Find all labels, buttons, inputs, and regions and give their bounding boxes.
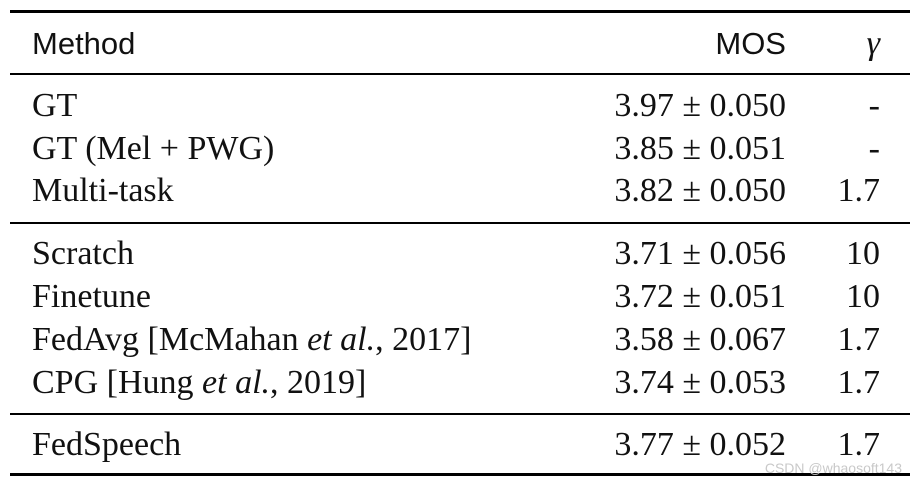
- row-method-text: CPG [Hung: [32, 364, 203, 401]
- row-method: FedSpeech: [32, 426, 182, 463]
- row-method-citation: , 2017]: [375, 321, 472, 358]
- row-method: Multi-task: [32, 172, 174, 209]
- table-row: Scratch 3.71 ± 0.056 10: [10, 232, 910, 276]
- row-gamma: 10: [846, 235, 880, 272]
- row-mos: 3.58 ± 0.067: [614, 321, 786, 358]
- row-mos: 3.72 ± 0.051: [614, 278, 786, 315]
- row-mos: 3.97 ± 0.050: [614, 87, 786, 124]
- row-method-italic: et al.: [307, 321, 376, 358]
- row-mos: 3.85 ± 0.051: [614, 130, 786, 167]
- row-gamma: -: [868, 87, 880, 124]
- row-method: Finetune: [32, 278, 151, 315]
- row-mos: 3.82 ± 0.050: [614, 172, 786, 209]
- row-mos: 3.77 ± 0.052: [614, 426, 786, 463]
- row-gamma: -: [868, 130, 880, 167]
- row-gamma: 1.7: [837, 172, 881, 209]
- watermark: CSDN @whaosoft143: [764, 460, 902, 476]
- row-method: GT: [32, 87, 78, 124]
- table-row: Finetune 3.72 ± 0.051 10: [10, 275, 910, 319]
- table-row: GT 3.97 ± 0.050 -: [10, 84, 910, 128]
- row-method: GT (Mel + PWG): [32, 130, 275, 167]
- row-gamma: 1.7: [837, 364, 881, 401]
- table-row: FedSpeech 3.77 ± 0.052 1.7: [10, 423, 910, 467]
- header-mos: MOS: [715, 26, 786, 61]
- table-row: FedAvg [McMahan et al., 2017] 3.58 ± 0.0…: [10, 318, 910, 362]
- row-mos: 3.74 ± 0.053: [614, 364, 786, 401]
- row-gamma: 1.7: [837, 321, 881, 358]
- row-method-italic: et al.: [202, 364, 271, 401]
- bottom-rule: [10, 473, 910, 476]
- row-method: CPG [Hung et al., 2019]: [32, 361, 366, 405]
- row-gamma: 1.7: [837, 426, 881, 463]
- header-gamma: γ: [866, 25, 880, 62]
- row-method: FedAvg [McMahan et al., 2017]: [32, 318, 471, 362]
- table-row: Multi-task 3.82 ± 0.050 1.7: [10, 169, 910, 213]
- row-gamma: 10: [846, 278, 880, 315]
- table-header-row: Method MOS γ: [10, 22, 910, 66]
- group-rule: [10, 222, 910, 224]
- row-method: Scratch: [32, 235, 134, 272]
- top-rule: [10, 10, 910, 13]
- row-method-text: FedAvg [McMahan: [32, 321, 308, 358]
- table-row: CPG [Hung et al., 2019] 3.74 ± 0.053 1.7: [10, 361, 910, 405]
- header-method: Method: [32, 26, 136, 61]
- row-method-citation: , 2019]: [270, 364, 367, 401]
- row-mos: 3.71 ± 0.056: [614, 235, 786, 272]
- group-rule: [10, 413, 910, 415]
- header-rule: [10, 73, 910, 75]
- table-row: GT (Mel + PWG) 3.85 ± 0.051 -: [10, 127, 910, 171]
